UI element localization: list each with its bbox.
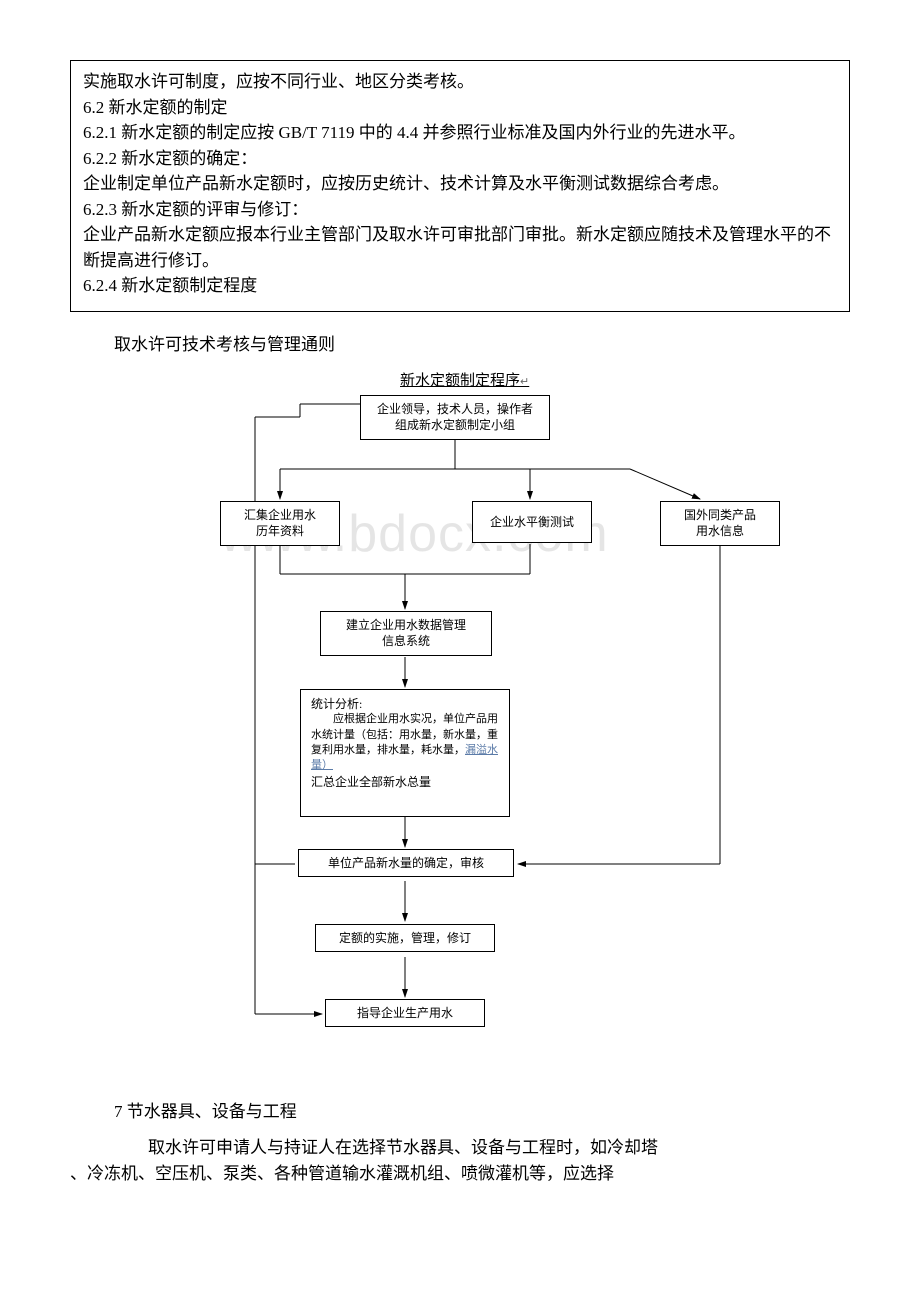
- line-3: 6.2.1 新水定额的制定应按 GB/T 7119 中的 4.4 并参照行业标准…: [83, 120, 837, 146]
- node-guide: 指导企业生产用水: [325, 999, 485, 1028]
- node-team: 企业领导，技术人员，操作者 组成新水定额制定小组: [360, 395, 550, 441]
- node-collect-l1: 汇集企业用水: [227, 507, 333, 524]
- line-7: 企业产品新水定额应报本行业主管部门及取水许可审批部门审批。新水定额应随技术及管理…: [83, 222, 837, 273]
- para-8a: 取水许可申请人与持证人在选择节水器具、设备与工程时，如冷却塔: [70, 1135, 780, 1161]
- line-5: 企业制定单位产品新水定额时，应按历史统计、技术计算及水平衡测试数据综合考虑。: [83, 171, 837, 197]
- line-8: 6.2.4 新水定额制定程度: [83, 273, 837, 299]
- line-6: 6.2.3 新水定额的评审与修订：: [83, 197, 837, 223]
- para-7: 7 节水器具、设备与工程: [114, 1099, 850, 1125]
- node-db-l2: 信息系统: [327, 633, 485, 650]
- page: 实施取水许可制度，应按不同行业、地区分类考核。 6.2 新水定额的制定 6.2.…: [0, 0, 920, 1228]
- flowchart: www.bdocx.com: [100, 369, 880, 1089]
- flow-title-marker: ↵: [520, 376, 529, 388]
- line-1: 实施取水许可制度，应按不同行业、地区分类考核。: [83, 69, 837, 95]
- node-collect-l2: 历年资料: [227, 523, 333, 540]
- node-stats-header: 统计分析:: [311, 696, 499, 713]
- node-confirm-l1: 单位产品新水量的确定，审核: [305, 855, 507, 872]
- node-foreign-l2: 用水信息: [667, 523, 773, 540]
- node-team-l1: 企业领导，技术人员，操作者: [367, 401, 543, 418]
- flow-title-text: 新水定额制定程序: [400, 373, 520, 389]
- node-confirm: 单位产品新水量的确定，审核: [298, 849, 514, 878]
- line-2: 6.2 新水定额的制定: [83, 95, 837, 121]
- section-title: 取水许可技术考核与管理通则: [114, 330, 850, 355]
- flowchart-title: 新水定额制定程序↵: [400, 369, 529, 390]
- node-stats-body: 应根据企业用水实况，单位产品用水统计量（包括：用水量，新水量，重复利用水量，排水…: [311, 712, 499, 774]
- node-stats-b3: 汇总企业全部新水总量: [311, 774, 499, 791]
- node-manage: 定额的实施，管理，修订: [315, 924, 495, 953]
- node-db-l1: 建立企业用水数据管理: [327, 617, 485, 634]
- para-8b: 、冷冻机、空压机、泵类、各种管道输水灌溉机组、喷微灌机等，应选择: [70, 1161, 780, 1187]
- node-foreign-l1: 国外同类产品: [667, 507, 773, 524]
- node-collect: 汇集企业用水 历年资料: [220, 501, 340, 547]
- node-foreign: 国外同类产品 用水信息: [660, 501, 780, 547]
- node-balance-test-l1: 企业水平衡测试: [479, 514, 585, 531]
- node-balance-test: 企业水平衡测试: [472, 501, 592, 544]
- line-4: 6.2.2 新水定额的确定：: [83, 146, 837, 172]
- node-guide-l1: 指导企业生产用水: [332, 1005, 478, 1022]
- node-stats: 统计分析: 应根据企业用水实况，单位产品用水统计量（包括：用水量，新水量，重复利…: [300, 689, 510, 817]
- node-manage-l1: 定额的实施，管理，修订: [322, 930, 488, 947]
- node-team-l2: 组成新水定额制定小组: [367, 417, 543, 434]
- node-db: 建立企业用水数据管理 信息系统: [320, 611, 492, 657]
- top-text-box: 实施取水许可制度，应按不同行业、地区分类考核。 6.2 新水定额的制定 6.2.…: [70, 60, 850, 312]
